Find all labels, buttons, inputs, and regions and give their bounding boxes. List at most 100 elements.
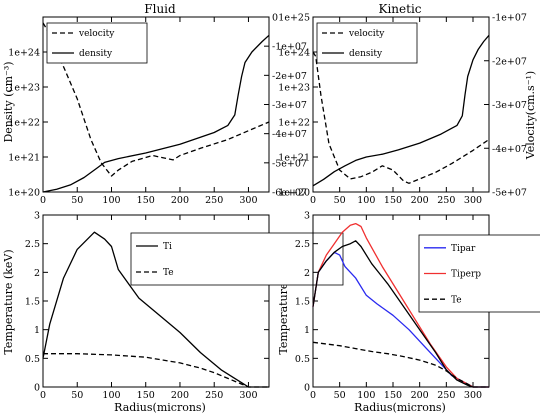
y-tick-label: 1 [34, 325, 40, 336]
x-tick-label: 200 [411, 195, 429, 206]
legend-label: Te [163, 268, 174, 278]
y-tick-label: 2.5 [295, 239, 310, 250]
x-tick-label: 150 [384, 390, 402, 401]
legend-box [46, 22, 148, 64]
y2-tick-label: 0 [272, 13, 278, 24]
y-tick-label: 1e+22 [278, 118, 310, 129]
y-tick-label: 1e+24 [8, 48, 40, 59]
legend-label: Tiperp [451, 270, 481, 280]
legend-label: velocity [348, 29, 385, 39]
x-tick-label: 50 [334, 195, 346, 206]
series-line-Ti [42, 231, 269, 388]
y-tick-label: 0 [34, 383, 40, 394]
x-tick-label: 300 [464, 195, 482, 206]
y-tick-label: 3 [34, 211, 40, 222]
kinetic-x-axis-label: Radius(microns) [354, 401, 446, 414]
x-tick-label: 250 [437, 390, 455, 401]
x-tick-label: 150 [137, 390, 155, 401]
y-tick-label: 3 [304, 211, 310, 222]
y-tick-label: 1e+23 [278, 83, 310, 94]
y2-tick-label: -3e+07 [272, 100, 307, 111]
fluid-density-axis-label: Density (cm⁻³) [2, 61, 15, 142]
x-tick-label: 0 [40, 390, 46, 401]
x-tick-label: 250 [205, 195, 223, 206]
fluid-temperature-axis-label: Temperature (keV) [2, 249, 15, 354]
y2-tick-label: -1e+07 [492, 13, 527, 24]
legend-label: velocity [78, 29, 115, 39]
x-tick-label: 250 [205, 390, 223, 401]
y-tick-label: 2.5 [25, 239, 40, 250]
x-tick-label: 50 [334, 390, 346, 401]
kinetic-panel-title: Kinetic [378, 2, 421, 16]
x-tick-label: 0 [310, 390, 316, 401]
y2-tick-label: -5e+07 [492, 188, 527, 199]
x-tick-label: 200 [411, 390, 429, 401]
y-tick-label: 0.5 [25, 354, 40, 365]
fluid-density-velocity-panel: 0 50 100 150 200 250 300 1e+20 1e+21 1e+22 1e+23 1e… [8, 13, 307, 207]
x-tick-label: 300 [464, 390, 482, 401]
y-tick-label: 1e+21 [278, 153, 310, 164]
y-tick-label: 1e+20 [278, 188, 310, 199]
y2-tick-label: -4e+07 [492, 144, 527, 155]
y2-tick-label: -2e+07 [492, 56, 527, 67]
y-tick-label: 1.5 [25, 297, 40, 308]
kinetic-velocity-axis-label: Velocity(cm.s⁻¹) [524, 71, 537, 160]
kinetic-temperature-panel: 0 50 100 150 200 250 300 0 0.5 1 1.5 2 2.5 3 Tipar Tipe… [295, 211, 540, 401]
y2-tick-label: -1e+07 [272, 42, 307, 53]
fluid-panel-title: Fluid [144, 2, 176, 16]
legend: velocity density [316, 22, 418, 64]
x-tick-label: 200 [171, 390, 189, 401]
y-tick-label: 2 [34, 268, 40, 279]
series-line-Te [312, 341, 489, 388]
x-tick-label: 100 [102, 195, 120, 206]
x-tick-label: 0 [310, 195, 316, 206]
x-tick-label: 100 [102, 390, 120, 401]
x-tick-label: 250 [437, 195, 455, 206]
x-tick-label: 300 [239, 390, 257, 401]
legend-label: Ti [163, 242, 172, 252]
y2-tick-label: -2e+07 [272, 71, 307, 82]
y-tick-label: 1e+25 [278, 13, 310, 24]
x-tick-label: 150 [384, 195, 402, 206]
legend-box [316, 22, 418, 64]
x-tick-label: 0 [40, 195, 46, 206]
legend-label: density [349, 49, 383, 59]
x-tick-label: 50 [71, 195, 83, 206]
legend-label: density [79, 49, 113, 59]
y2-tick-label: -6e+07 [272, 188, 307, 199]
y-tick-label: 1e+21 [8, 153, 40, 164]
legend-box [130, 232, 344, 286]
y-tick-label: 1e+23 [8, 83, 40, 94]
y2-tick-label: -5e+07 [272, 158, 307, 169]
y-tick-label: 0 [304, 383, 310, 394]
legend-label: Te [451, 295, 462, 305]
series-line-velocity [312, 51, 490, 184]
x-tick-label: 100 [357, 390, 375, 401]
y-tick-label: 1e+22 [8, 118, 40, 129]
series-line-Te [43, 353, 269, 388]
legend: Ti Te [130, 232, 344, 286]
x-tick-label: 50 [71, 390, 83, 401]
x-tick-label: 150 [137, 195, 155, 206]
y-tick-label: 1e+24 [278, 48, 310, 59]
x-tick-label: 200 [171, 195, 189, 206]
y-tick-label: 1e+20 [8, 188, 40, 199]
y-tick-label: 1.5 [295, 297, 310, 308]
kinetic-density-velocity-panel: 0 50 100 150 200 250 300 1e+20 1e+21 1e+22 1e+23 1e… [278, 13, 527, 207]
x-tick-label: 300 [239, 195, 257, 206]
y-tick-label: 2 [304, 268, 310, 279]
y-tick-label: 1 [304, 325, 310, 336]
y2-tick-label: -4e+07 [272, 129, 307, 140]
legend-label: Tipar [451, 244, 476, 254]
legend: velocity density [46, 22, 148, 64]
series-line-velocity [42, 22, 270, 177]
series-line-density [42, 34, 270, 193]
y2-tick-label: -3e+07 [492, 100, 527, 111]
y-tick-label: 0.5 [295, 354, 310, 365]
series-line-black [312, 240, 489, 388]
x-tick-label: 100 [357, 195, 375, 206]
series-line-density [312, 34, 490, 187]
fluid-x-axis-label: Radius(microns) [114, 401, 206, 414]
